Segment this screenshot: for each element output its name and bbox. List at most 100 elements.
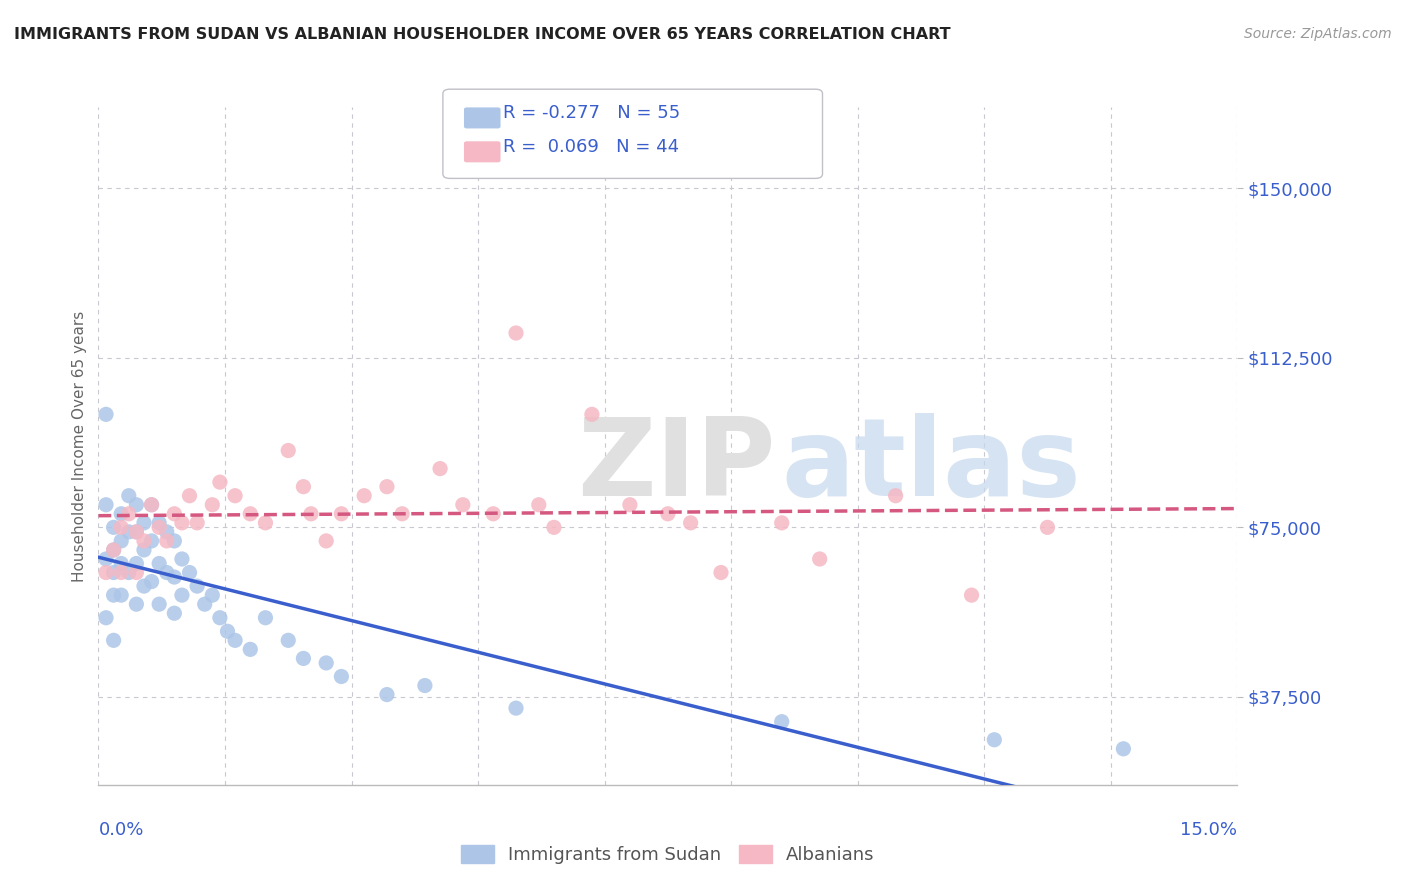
Point <box>110 557 132 571</box>
Point <box>581 408 603 422</box>
Point <box>277 633 299 648</box>
Text: R =  0.069   N = 44: R = 0.069 N = 44 <box>503 138 679 156</box>
Point <box>1112 741 1135 756</box>
Point <box>163 533 186 548</box>
Point <box>110 533 132 548</box>
Point <box>527 498 550 512</box>
Point <box>217 624 239 639</box>
Point <box>186 516 208 530</box>
Point <box>239 507 262 521</box>
Point <box>103 543 125 558</box>
Point <box>103 520 125 534</box>
Point <box>94 566 117 580</box>
Point <box>375 480 398 494</box>
Point <box>375 688 398 702</box>
Point <box>299 507 322 521</box>
Point <box>983 732 1005 747</box>
Point <box>94 611 117 625</box>
Point <box>884 489 907 503</box>
Point <box>505 326 527 340</box>
Point <box>254 516 277 530</box>
Point <box>148 520 170 534</box>
Point <box>170 516 193 530</box>
Point <box>110 507 132 521</box>
Point <box>141 498 163 512</box>
Point <box>201 588 224 602</box>
Text: atlas: atlas <box>782 413 1081 519</box>
Point <box>148 557 170 571</box>
Point <box>132 516 155 530</box>
Point <box>132 543 155 558</box>
Point <box>125 566 148 580</box>
Point <box>103 588 125 602</box>
Point <box>292 480 315 494</box>
Point <box>156 524 179 539</box>
Point <box>330 507 353 521</box>
Point <box>103 543 125 558</box>
Point <box>132 533 155 548</box>
Point <box>315 533 337 548</box>
Point <box>170 552 193 566</box>
Point <box>429 461 451 475</box>
Point <box>110 588 132 602</box>
Point <box>94 408 117 422</box>
Point <box>353 489 375 503</box>
Point <box>118 566 141 580</box>
Point <box>194 597 217 611</box>
Point <box>141 498 163 512</box>
Point <box>1036 520 1059 534</box>
Point <box>132 579 155 593</box>
Point <box>710 566 733 580</box>
Point <box>224 489 246 503</box>
Point <box>125 524 148 539</box>
Point <box>125 557 148 571</box>
Point <box>110 566 132 580</box>
Point <box>224 633 246 648</box>
Point <box>292 651 315 665</box>
Point <box>103 566 125 580</box>
Point <box>619 498 641 512</box>
Point <box>156 533 179 548</box>
Point <box>118 507 141 521</box>
Point <box>156 566 179 580</box>
Text: 0.0%: 0.0% <box>98 822 143 839</box>
Point <box>960 588 983 602</box>
Point <box>186 579 208 593</box>
Point <box>208 475 231 490</box>
Point <box>770 714 793 729</box>
Point <box>94 498 117 512</box>
Point <box>657 507 679 521</box>
Point <box>148 516 170 530</box>
Point <box>413 679 436 693</box>
Point <box>179 566 201 580</box>
Point <box>103 633 125 648</box>
Point <box>330 669 353 683</box>
Point <box>679 516 702 530</box>
Point <box>163 570 186 584</box>
Point <box>391 507 413 521</box>
Y-axis label: Householder Income Over 65 years: Householder Income Over 65 years <box>72 310 87 582</box>
Point <box>254 611 277 625</box>
Point <box>118 524 141 539</box>
Point <box>239 642 262 657</box>
Text: Source: ZipAtlas.com: Source: ZipAtlas.com <box>1244 27 1392 41</box>
Point <box>141 574 163 589</box>
Point <box>170 588 193 602</box>
Point <box>141 533 163 548</box>
Text: R = -0.277   N = 55: R = -0.277 N = 55 <box>503 104 681 122</box>
Point <box>118 489 141 503</box>
Point <box>94 552 117 566</box>
Text: IMMIGRANTS FROM SUDAN VS ALBANIAN HOUSEHOLDER INCOME OVER 65 YEARS CORRELATION C: IMMIGRANTS FROM SUDAN VS ALBANIAN HOUSEH… <box>14 27 950 42</box>
Point <box>770 516 793 530</box>
Point <box>201 498 224 512</box>
Point <box>315 656 337 670</box>
Point <box>125 524 148 539</box>
Point <box>505 701 527 715</box>
Point <box>543 520 565 534</box>
Point <box>125 597 148 611</box>
Point <box>125 498 148 512</box>
Point <box>163 507 186 521</box>
Point <box>451 498 474 512</box>
Legend: Immigrants from Sudan, Albanians: Immigrants from Sudan, Albanians <box>461 845 875 864</box>
Point <box>808 552 831 566</box>
